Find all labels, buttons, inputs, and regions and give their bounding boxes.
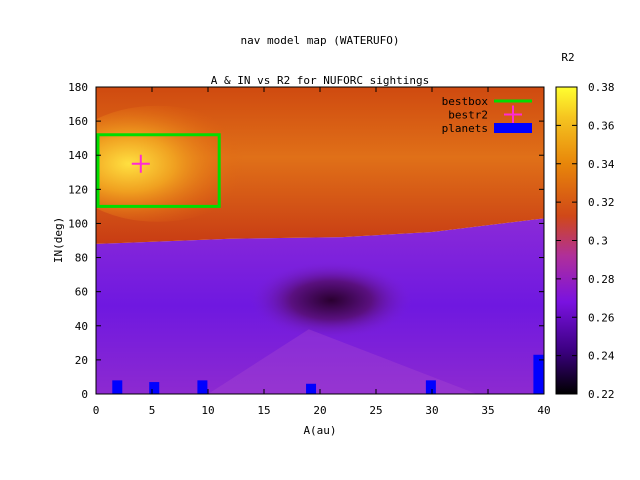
y-axis-label: IN(deg) xyxy=(52,217,65,263)
y-tick-label: 40 xyxy=(75,320,88,333)
colorbar-tick-label: 0.26 xyxy=(588,311,615,324)
x-tick-label: 30 xyxy=(425,404,438,417)
y-tick-label: 140 xyxy=(68,149,88,162)
heatmap-region-dark-pocket xyxy=(250,261,412,339)
bestbox-rect xyxy=(96,133,221,208)
x-tick-label: 0 xyxy=(93,404,100,417)
y-tick-label: 20 xyxy=(75,354,88,367)
planet-bar-3 xyxy=(197,380,208,394)
chart-title: nav model map (WATERUFO) xyxy=(241,34,400,47)
y-tick-label: 180 xyxy=(68,81,88,94)
colorbar-tick-label: 0.38 xyxy=(588,81,615,94)
x-tick-label: 35 xyxy=(481,404,494,417)
colorbar-tick-label: 0.34 xyxy=(588,158,615,171)
x-tick-label: 25 xyxy=(369,404,382,417)
colorbar-tick-label: 0.32 xyxy=(588,196,615,209)
legend-label-bestbox: bestbox xyxy=(442,95,489,108)
colorbar-tick-label: 0.3 xyxy=(588,235,608,248)
planet-bar-6 xyxy=(533,354,544,394)
colorbar-tick-label: 0.36 xyxy=(588,119,615,132)
x-tick-label: 10 xyxy=(201,404,214,417)
y-tick-label: 60 xyxy=(75,286,88,299)
x-tick-label: 15 xyxy=(257,404,270,417)
y-tick-label: 120 xyxy=(68,183,88,196)
colorbar-tick-label: 0.24 xyxy=(588,350,615,363)
legend-label-bestr2: bestr2 xyxy=(448,109,488,122)
y-tick-label: 160 xyxy=(68,115,88,128)
overlays xyxy=(96,133,544,394)
bestr2-marker xyxy=(131,154,150,173)
colorbar-ticks: 0.22 0.24 0.26 0.28 0.3 0.32 0.34 0.36 0.38 xyxy=(556,81,615,401)
heatmap-region-hotspot xyxy=(96,105,254,222)
y-tick-label: 100 xyxy=(68,217,88,230)
heatmap xyxy=(96,87,544,394)
planet-bar-2 xyxy=(149,382,160,394)
x-tick-label: 20 xyxy=(313,404,326,417)
chart-subtitle: A & IN vs R2 for NUFORC sightings xyxy=(211,74,430,87)
planet-bar-1 xyxy=(112,380,123,394)
planet-bar-5 xyxy=(425,380,436,394)
legend-symbol-planets xyxy=(494,123,532,133)
heatmap-region-wedge xyxy=(208,329,477,394)
y-tick-label: 0 xyxy=(81,388,88,401)
y-tick-label: 80 xyxy=(75,252,88,265)
planet-bar-4 xyxy=(306,383,317,394)
x-axis-ticks: 0 5 10 15 20 25 30 35 40 xyxy=(93,87,551,417)
x-tick-label: 5 xyxy=(149,404,156,417)
colorbar-tick-label: 0.22 xyxy=(588,388,615,401)
y-axis-ticks: 0 20 40 60 80 100 120 140 160 180 xyxy=(68,81,544,401)
x-tick-label: 40 xyxy=(537,404,550,417)
x-axis-label: A(au) xyxy=(303,424,336,437)
colorbar-label: R2 xyxy=(561,51,574,64)
legend-label-planets: planets xyxy=(442,122,488,135)
colorbar-tick-label: 0.28 xyxy=(588,273,615,286)
